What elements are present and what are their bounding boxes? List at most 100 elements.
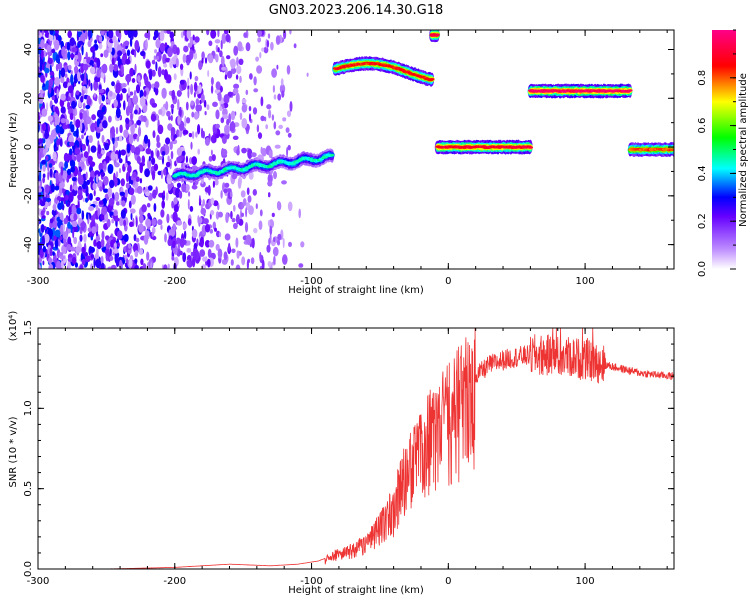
noise-cell	[39, 199, 43, 204]
noise-cell	[214, 179, 219, 186]
noise-cell	[186, 259, 191, 268]
noise-cell	[114, 242, 117, 250]
noise-cell	[157, 156, 163, 160]
noise-cell	[63, 152, 69, 163]
noise-cell	[176, 47, 180, 56]
noise-cell	[60, 118, 66, 124]
noise-cell	[92, 200, 98, 205]
x-tick-label: 0	[445, 276, 451, 287]
noise-cell	[108, 30, 114, 39]
noise-cell	[251, 152, 257, 158]
noise-cell	[100, 150, 106, 155]
noise-cell	[256, 65, 263, 74]
noise-cell	[120, 93, 123, 101]
noise-cell	[266, 40, 270, 48]
noise-cell	[228, 242, 231, 252]
noise-cell	[242, 198, 247, 207]
noise-cell	[241, 147, 247, 154]
noise-cell	[253, 88, 259, 93]
noise-cell	[148, 69, 153, 81]
noise-cell	[224, 233, 231, 241]
noise-cell	[152, 130, 156, 139]
noise-cell	[162, 53, 167, 65]
noise-cell	[276, 239, 281, 246]
noise-cell	[113, 63, 119, 72]
noise-cell	[107, 187, 113, 198]
noise-cell	[187, 218, 192, 226]
y-tick-label: -20	[23, 188, 34, 204]
noise-cell	[175, 57, 179, 68]
noise-cell	[147, 159, 152, 170]
noise-cell	[66, 41, 70, 51]
noise-cell	[178, 106, 182, 118]
noise-cell	[134, 63, 137, 74]
noise-cell	[79, 120, 83, 132]
noise-cell	[167, 263, 170, 269]
noise-cell	[66, 177, 70, 183]
noise-cell	[58, 35, 62, 41]
y-tick-label: 1.0	[23, 400, 34, 416]
noise-cell	[68, 206, 72, 217]
noise-cell	[133, 30, 138, 38]
noise-cell	[204, 111, 207, 116]
noise-cell	[117, 230, 123, 240]
noise-cell	[208, 40, 213, 47]
noise-cell	[41, 123, 47, 131]
noise-cell	[288, 241, 292, 247]
noise-cell	[217, 92, 222, 102]
noise-cell	[64, 194, 69, 201]
noise-cell	[204, 240, 211, 248]
noise-cell	[169, 141, 173, 151]
noise-cell	[213, 200, 219, 207]
noise-cell	[261, 47, 265, 52]
noise-cell	[67, 85, 74, 94]
noise-cell	[192, 248, 199, 260]
noise-cell	[214, 134, 217, 143]
noise-cell	[134, 146, 141, 156]
noise-cell	[190, 141, 193, 150]
noise-cell	[139, 178, 143, 184]
noise-cell	[55, 146, 59, 151]
noise-cell	[193, 81, 198, 92]
noise-cell	[145, 229, 149, 237]
noise-cell	[169, 31, 175, 39]
noise-cell	[124, 189, 128, 198]
noise-cell	[186, 240, 191, 246]
noise-cell	[90, 246, 95, 253]
noise-cell	[118, 135, 123, 142]
noise-cell	[111, 239, 116, 244]
noise-cell	[82, 197, 85, 202]
noise-cell	[79, 193, 83, 200]
noise-cell	[257, 132, 263, 140]
noise-cell	[197, 124, 201, 135]
noise-cell	[240, 190, 246, 198]
noise-cell	[40, 39, 45, 49]
noise-cell	[76, 207, 82, 215]
noise-cell	[85, 88, 88, 95]
noise-cell	[54, 76, 61, 87]
noise-cell	[88, 206, 95, 211]
noise-cell	[97, 144, 102, 155]
noise-cell	[183, 30, 186, 36]
noise-cell	[79, 112, 83, 120]
noise-cell	[89, 176, 94, 183]
noise-cell	[48, 163, 53, 168]
noise-cell	[156, 141, 161, 148]
noise-cell	[187, 77, 190, 87]
noise-cell	[186, 61, 190, 66]
noise-cell	[54, 185, 60, 191]
noise-cell	[126, 171, 129, 183]
noise-cell	[41, 159, 47, 165]
noise-cell	[99, 123, 103, 130]
noise-cell	[236, 148, 240, 156]
noise-cell	[46, 44, 52, 53]
noise-cell	[68, 64, 72, 71]
noise-cell	[281, 90, 285, 98]
noise-cell	[259, 251, 262, 261]
noise-cell	[255, 56, 259, 62]
noise-cell	[125, 182, 130, 189]
noise-cell	[194, 36, 200, 43]
noise-cell	[134, 109, 138, 115]
noise-cell	[179, 250, 183, 256]
